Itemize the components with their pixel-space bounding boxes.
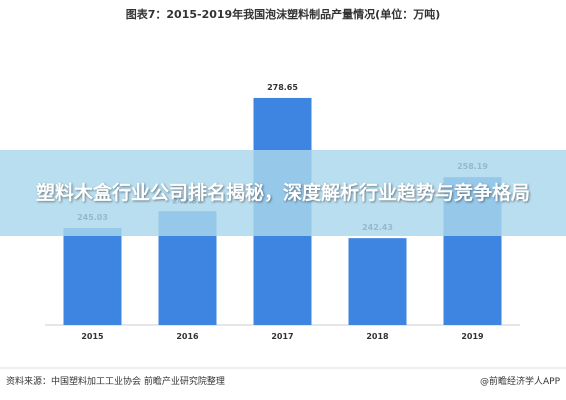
- x-tick-label: 2015: [81, 332, 104, 341]
- banner-text: 塑料木盒行业公司排名揭秘，深度解析行业趋势与竞争格局: [35, 182, 530, 204]
- x-tick-label: 2017: [271, 332, 293, 341]
- banner: 塑料木盒行业公司排名揭秘，深度解析行业趋势与竞争格局: [0, 150, 566, 236]
- x-tick-label: 2018: [366, 332, 389, 341]
- bar: [63, 228, 122, 325]
- brand: @前瞻经济学人APP: [480, 375, 561, 387]
- bar: [348, 238, 407, 325]
- x-tick-label: 2019: [461, 332, 484, 341]
- chart-title: 图表7：2015-2019年我国泡沫塑料制品产量情况(单位：万吨): [126, 7, 441, 21]
- value-label: 278.65: [267, 83, 298, 92]
- source-note: 资料来源：中国塑料加工工业协会 前瞻产业研究院整理: [6, 375, 225, 387]
- x-tick-label: 2016: [176, 332, 199, 341]
